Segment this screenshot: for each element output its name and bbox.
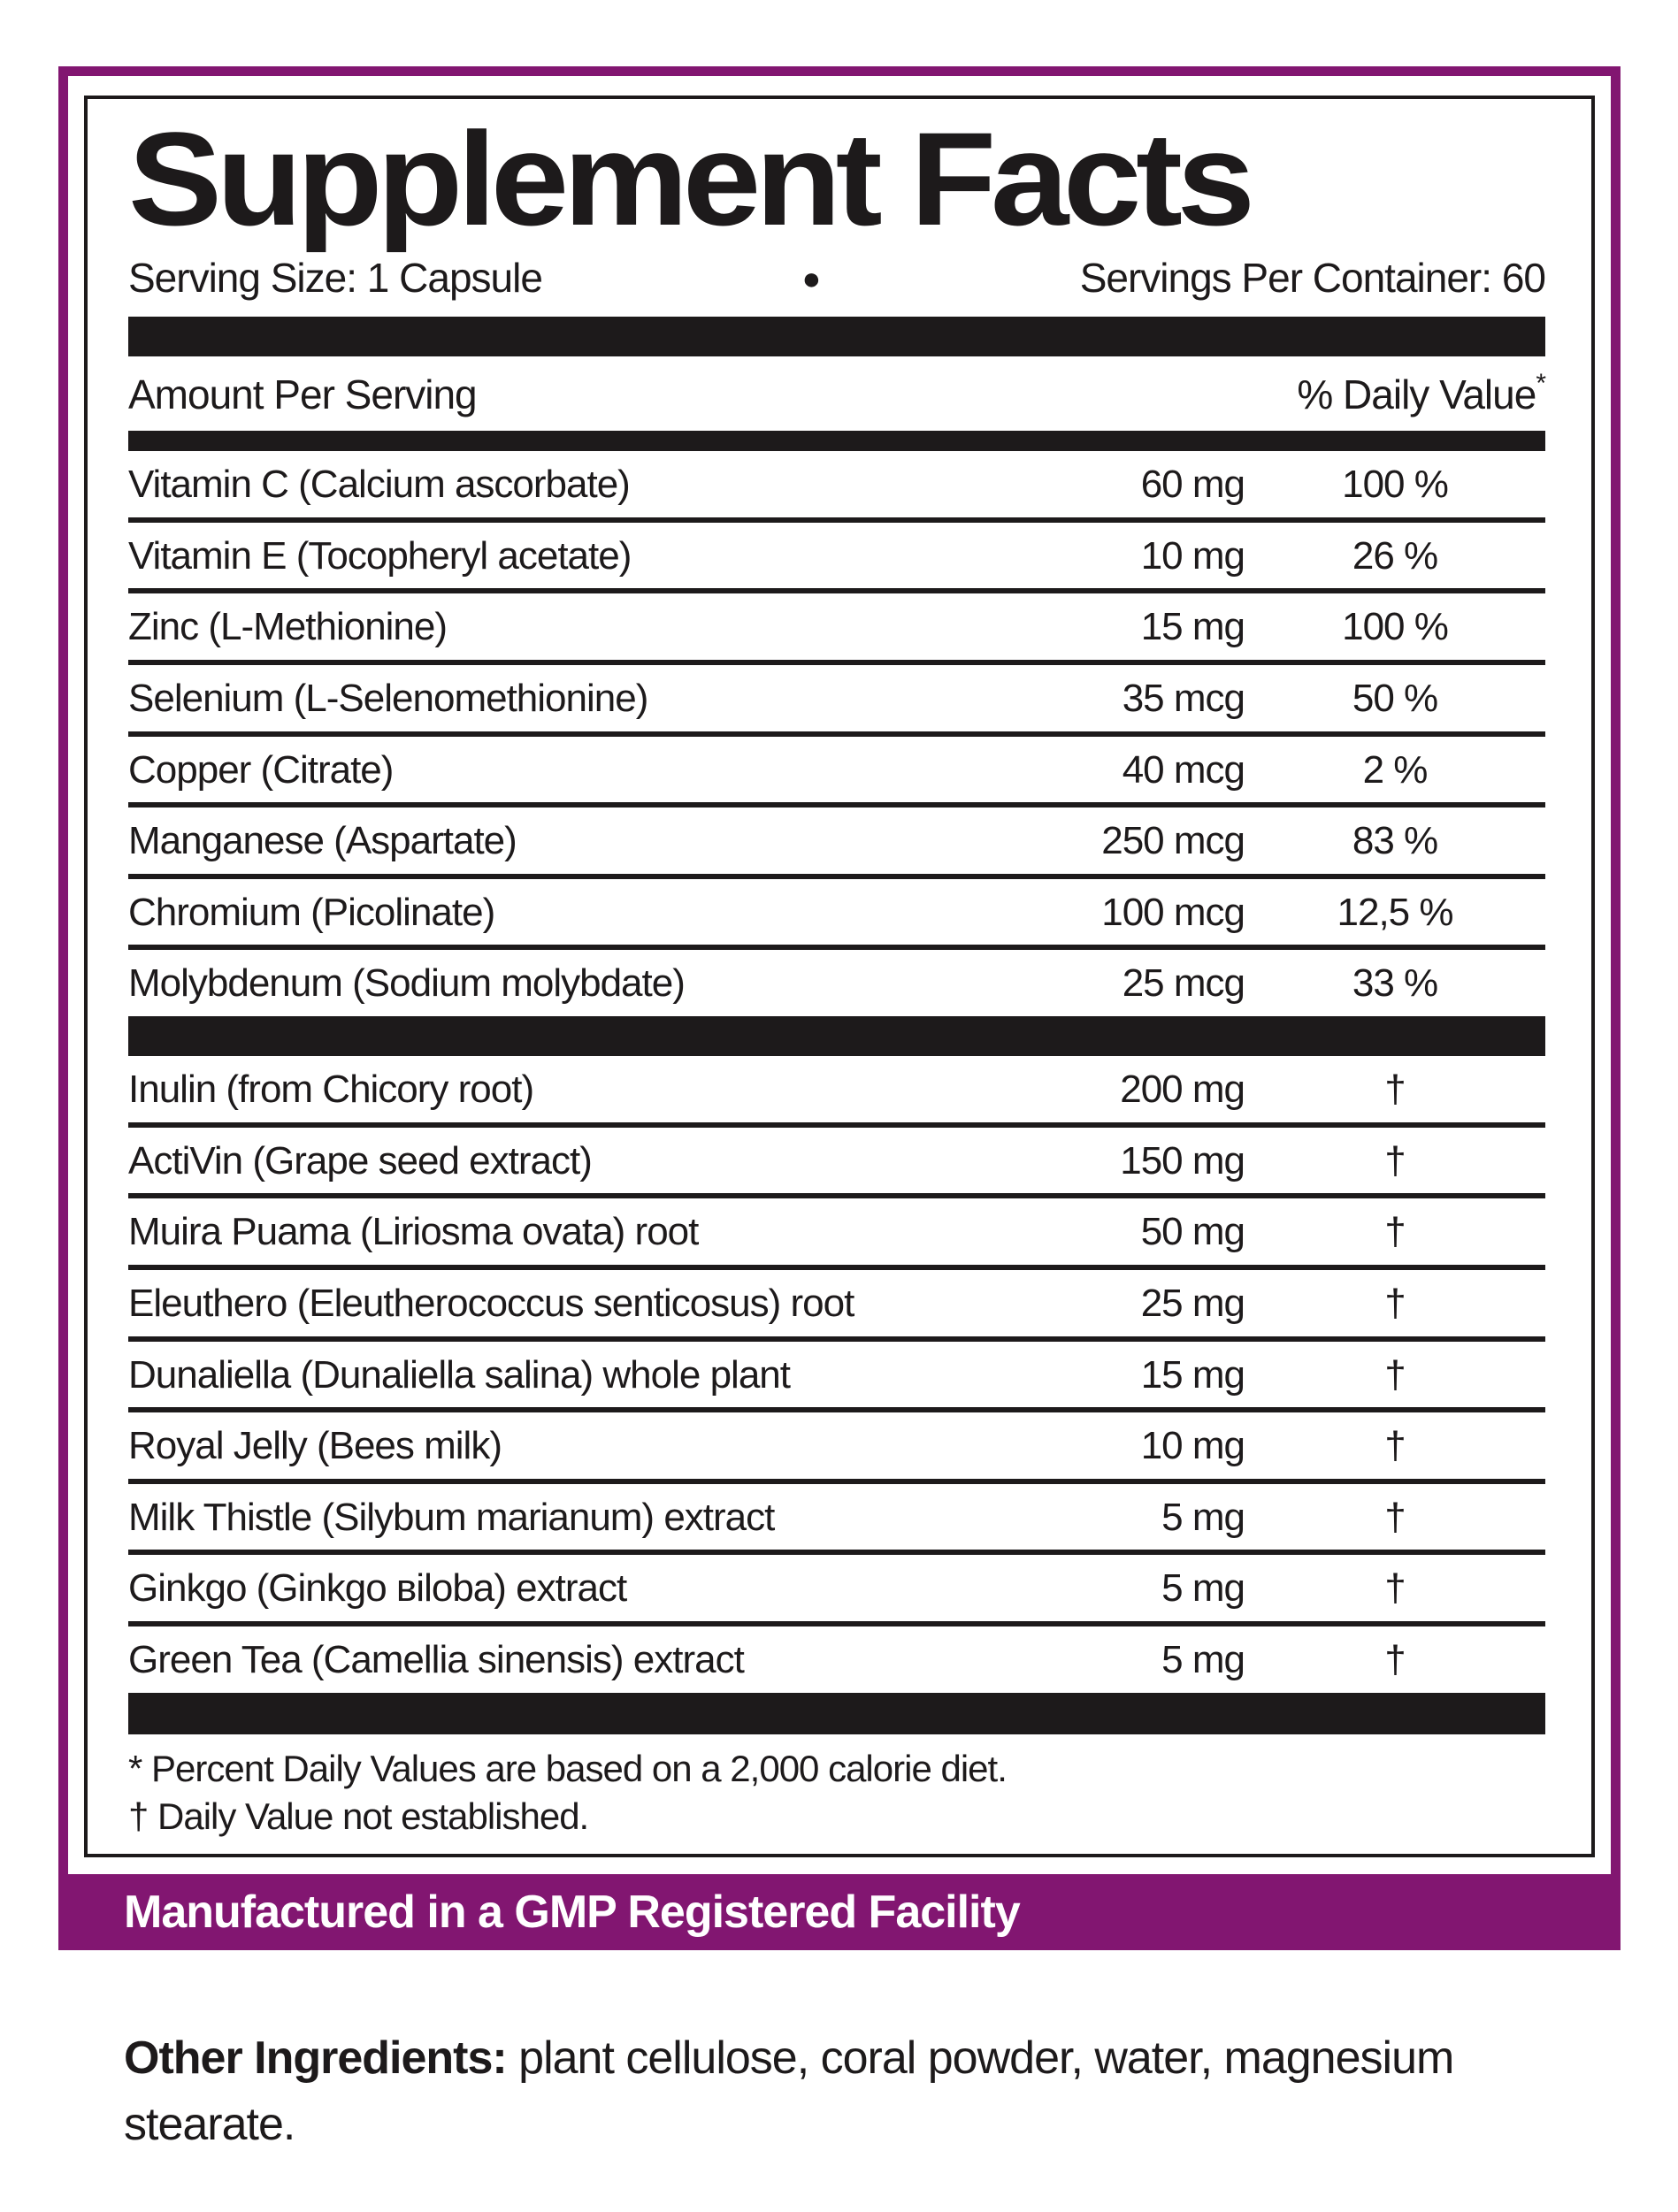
section-divider-bar [128, 430, 1545, 452]
servings-per-container: Servings Per Container: 60 [1079, 255, 1546, 301]
other-ingredients-label: Other Ingredients: [124, 2032, 508, 2084]
table-row: Inulin (from Chicory root) 200 mg † [128, 1056, 1545, 1128]
footnote-asterisk: * [1536, 369, 1546, 399]
botanicals-table: Inulin (from Chicory root) 200 mg † Acti… [128, 1056, 1545, 1692]
minerals-table: Vitamin C (Calcium ascorbate) 60 mg 100 … [128, 451, 1545, 1016]
section-divider-bar [128, 1015, 1545, 1057]
serving-info-row: Serving Size: 1 Capsule ● Servings Per C… [128, 254, 1546, 302]
serving-size: Serving Size: 1 Capsule [128, 255, 543, 301]
table-row: Chromium (Picolinate) 100 mcg 12,5 % [128, 879, 1545, 951]
table-row: Eleuthero (Eleutherococcus senticosus) r… [128, 1270, 1545, 1342]
other-ingredients-text: plant cellulose, coral powder, water, ma… [124, 2032, 1454, 2151]
supplement-facts-panel: Supplement Facts Serving Size: 1 Capsule… [84, 96, 1595, 1857]
section-divider-bar [128, 1692, 1545, 1734]
table-row: Vitamin C (Calcium ascorbate) 60 mg 100 … [128, 451, 1545, 523]
table-row: Muira Puama (Liriosma ovata) root 50 mg … [128, 1198, 1545, 1271]
footnote-dagger: † Daily Value not established. [128, 1795, 589, 1838]
table-row: Selenium (L-Selenomethionine) 35 mcg 50 … [128, 665, 1545, 737]
daily-value-column-header: % Daily Value* [1297, 369, 1546, 418]
column-header-row: Amount Per Serving % Daily Value* [128, 356, 1546, 430]
bullet-separator-icon: ● [801, 259, 821, 296]
table-row: Ginkgo (Ginkgo ʙiloba) extract 5 mg † [128, 1555, 1545, 1626]
footnote-daily-values: * Percent Daily Values are based on a 2,… [128, 1747, 1008, 1789]
gmp-banner: Manufactured in a GMP Registered Facilit… [58, 1874, 1621, 1950]
table-row: Manganese (Aspartate) 250 mcg 83 % [128, 807, 1545, 879]
table-row: Vitamin E (Tocopheryl acetate) 10 mg 26 … [128, 523, 1545, 594]
section-divider-bar [128, 317, 1545, 357]
table-row: Green Tea (Camellia sinensis) extract 5 … [128, 1637, 1406, 1681]
table-row: Zinc (L-Methionine) 15 mg 100 % [128, 593, 1545, 666]
table-row: Milk Thistle (Silybum marianum) extract … [128, 1484, 1545, 1556]
page-title: Supplement Facts [128, 104, 1255, 253]
table-row: Royal Jelly (Bees milk) 10 mg † [128, 1412, 1545, 1484]
table-row: Dunaliella (Dunaliella salina) whole pla… [128, 1342, 1545, 1413]
table-row: ActiVin (Grape seed extract) 150 mg † [128, 1128, 1545, 1199]
amount-column-header: Amount Per Serving [128, 371, 478, 418]
footnotes: * Percent Daily Values are based on a 2,… [128, 1745, 1545, 1841]
table-row: Copper (Citrate) 40 mcg 2 % [128, 737, 1545, 808]
table-row: Molybdenum (Sodium molybdate) 25 mcg 33 … [128, 961, 1438, 1006]
other-ingredients: Other Ingredients: plant cellulose, cora… [124, 2025, 1504, 2159]
label-frame: Supplement Facts Serving Size: 1 Capsule… [58, 66, 1621, 1950]
